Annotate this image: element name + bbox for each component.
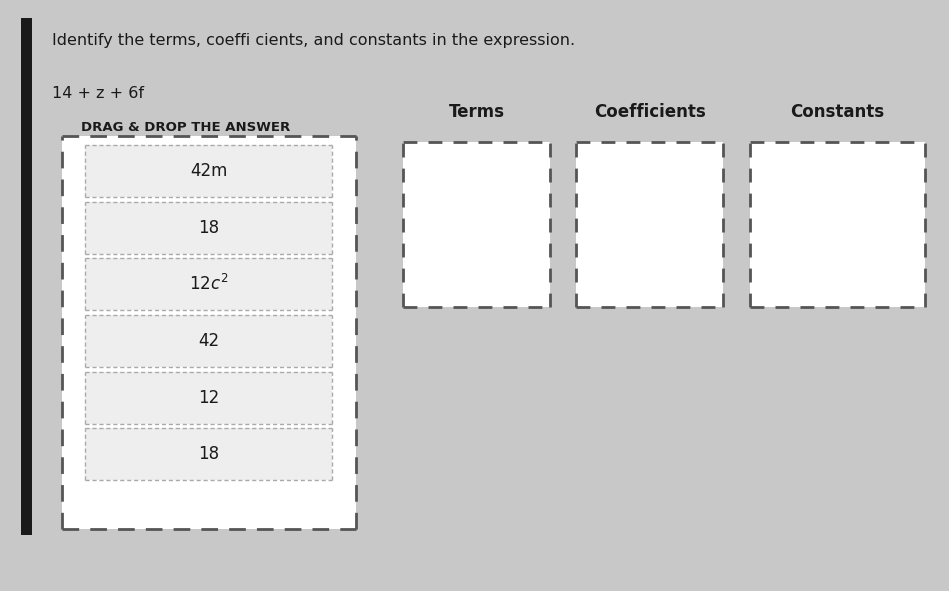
Text: $12c^2$: $12c^2$	[189, 274, 229, 294]
Text: 12: 12	[198, 389, 219, 407]
Bar	[85, 258, 332, 310]
FancyBboxPatch shape	[21, 18, 32, 535]
Text: Terms: Terms	[449, 103, 505, 121]
Text: 42m: 42m	[190, 162, 228, 180]
Bar	[750, 142, 925, 307]
Bar	[85, 202, 332, 254]
Text: DRAG & DROP THE ANSWER: DRAG & DROP THE ANSWER	[81, 121, 289, 134]
Bar	[576, 142, 723, 307]
Text: Identify the terms, coeffi cients, and constants in the expression.: Identify the terms, coeffi cients, and c…	[52, 33, 575, 47]
Text: Coefficients: Coefficients	[594, 103, 705, 121]
Bar	[85, 428, 332, 480]
Bar	[403, 142, 550, 307]
Bar	[85, 315, 332, 367]
Bar	[62, 136, 356, 529]
Text: 14 + z + 6f: 14 + z + 6f	[52, 86, 144, 100]
Text: 18: 18	[198, 219, 219, 236]
Text: 42: 42	[198, 332, 219, 350]
Text: 18: 18	[198, 446, 219, 463]
Bar	[85, 372, 332, 424]
Text: Constants: Constants	[791, 103, 884, 121]
Bar	[85, 145, 332, 197]
